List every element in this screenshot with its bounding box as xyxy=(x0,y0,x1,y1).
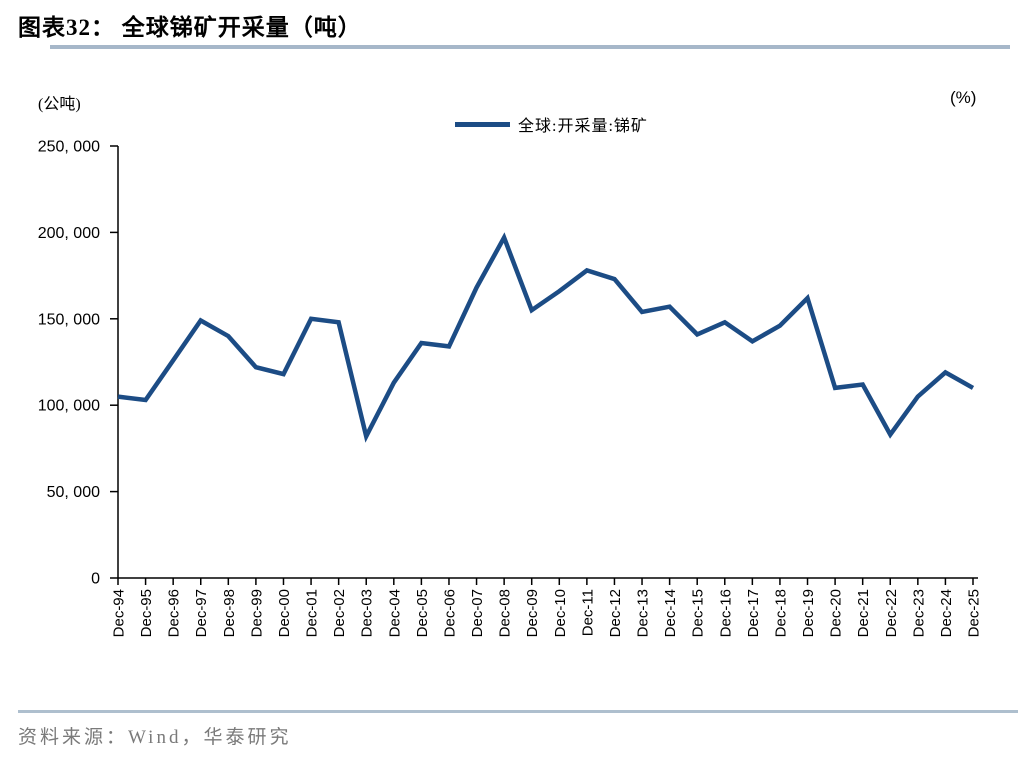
footer-divider xyxy=(18,710,1018,713)
y-tick-label: 250, 000 xyxy=(38,139,100,156)
x-tick-label: Dec-21 xyxy=(855,589,872,637)
x-tick-label: Dec-18 xyxy=(772,589,789,637)
x-tick-label: Dec-08 xyxy=(497,589,514,637)
chart-legend: 全球:开采量:锑矿 xyxy=(455,112,648,136)
x-tick-label: Dec-25 xyxy=(966,589,983,637)
x-tick-label: Dec-07 xyxy=(469,589,486,637)
x-tick-label: Dec-94 xyxy=(111,589,128,637)
series-line xyxy=(117,232,975,443)
y-axis-unit-label: (公吨) xyxy=(38,96,81,113)
x-axis-labels: Dec-94 Dec-95 Dec-96 Dec-97 Dec-98 Dec-99 Dec-… xyxy=(111,589,983,637)
x-tick-label: Dec-14 xyxy=(662,589,679,637)
x-tick-label: Dec-05 xyxy=(414,589,431,637)
source-note: 资料来源：Wind，华泰研究 xyxy=(18,727,292,748)
y-tick-label: 0 xyxy=(91,571,100,588)
figure-title: 图表32： 全球锑矿开采量（吨） xyxy=(18,15,362,40)
x-tick-label: Dec-02 xyxy=(331,589,348,637)
y-tick-label: 50, 000 xyxy=(47,484,100,501)
x-tick-label: Dec-96 xyxy=(166,589,183,637)
x-tick-label: Dec-24 xyxy=(938,589,955,637)
x-axis-ticks xyxy=(117,578,974,585)
x-tick-label: Dec-09 xyxy=(524,589,541,637)
x-tick-label: Dec-10 xyxy=(552,589,569,637)
x-tick-label: Dec-12 xyxy=(607,589,624,637)
x-tick-label: Dec-00 xyxy=(276,589,293,637)
x-tick-label: Dec-03 xyxy=(359,589,376,637)
title-divider xyxy=(50,45,1010,49)
y-axis-labels: 0 50, 000 100, 000 150, 000 200, 000 250, 000 xyxy=(38,139,100,588)
x-tick-label: Dec-06 xyxy=(441,589,458,637)
y-tick-label: 100, 000 xyxy=(38,398,100,415)
legend-label: 全球:开采量:锑矿 xyxy=(518,118,648,135)
x-tick-label: Dec-15 xyxy=(690,589,707,637)
x-tick-label: Dec-98 xyxy=(221,589,238,637)
x-tick-label: Dec-11 xyxy=(579,589,596,636)
x-tick-label: Dec-95 xyxy=(138,589,155,637)
x-tick-label: Dec-97 xyxy=(193,589,210,637)
x-tick-label: Dec-22 xyxy=(883,589,900,637)
x-tick-label: Dec-16 xyxy=(717,589,734,637)
y-tick-label: 150, 000 xyxy=(38,311,100,328)
x-tick-label: Dec-19 xyxy=(800,589,817,637)
y-axis-ticks xyxy=(110,145,118,579)
x-tick-label: Dec-04 xyxy=(386,589,403,637)
x-tick-label: Dec-17 xyxy=(745,589,762,637)
x-tick-label: Dec-20 xyxy=(828,589,845,637)
x-tick-label: Dec-23 xyxy=(910,589,927,637)
axes xyxy=(117,146,978,579)
x-tick-label: Dec-01 xyxy=(304,589,321,637)
x-tick-label: Dec-99 xyxy=(248,589,265,637)
legend-line-swatch xyxy=(455,121,510,127)
y-tick-label: 200, 000 xyxy=(38,225,100,242)
right-axis-unit-label: (%) xyxy=(950,88,977,107)
x-tick-label: Dec-13 xyxy=(635,589,652,637)
